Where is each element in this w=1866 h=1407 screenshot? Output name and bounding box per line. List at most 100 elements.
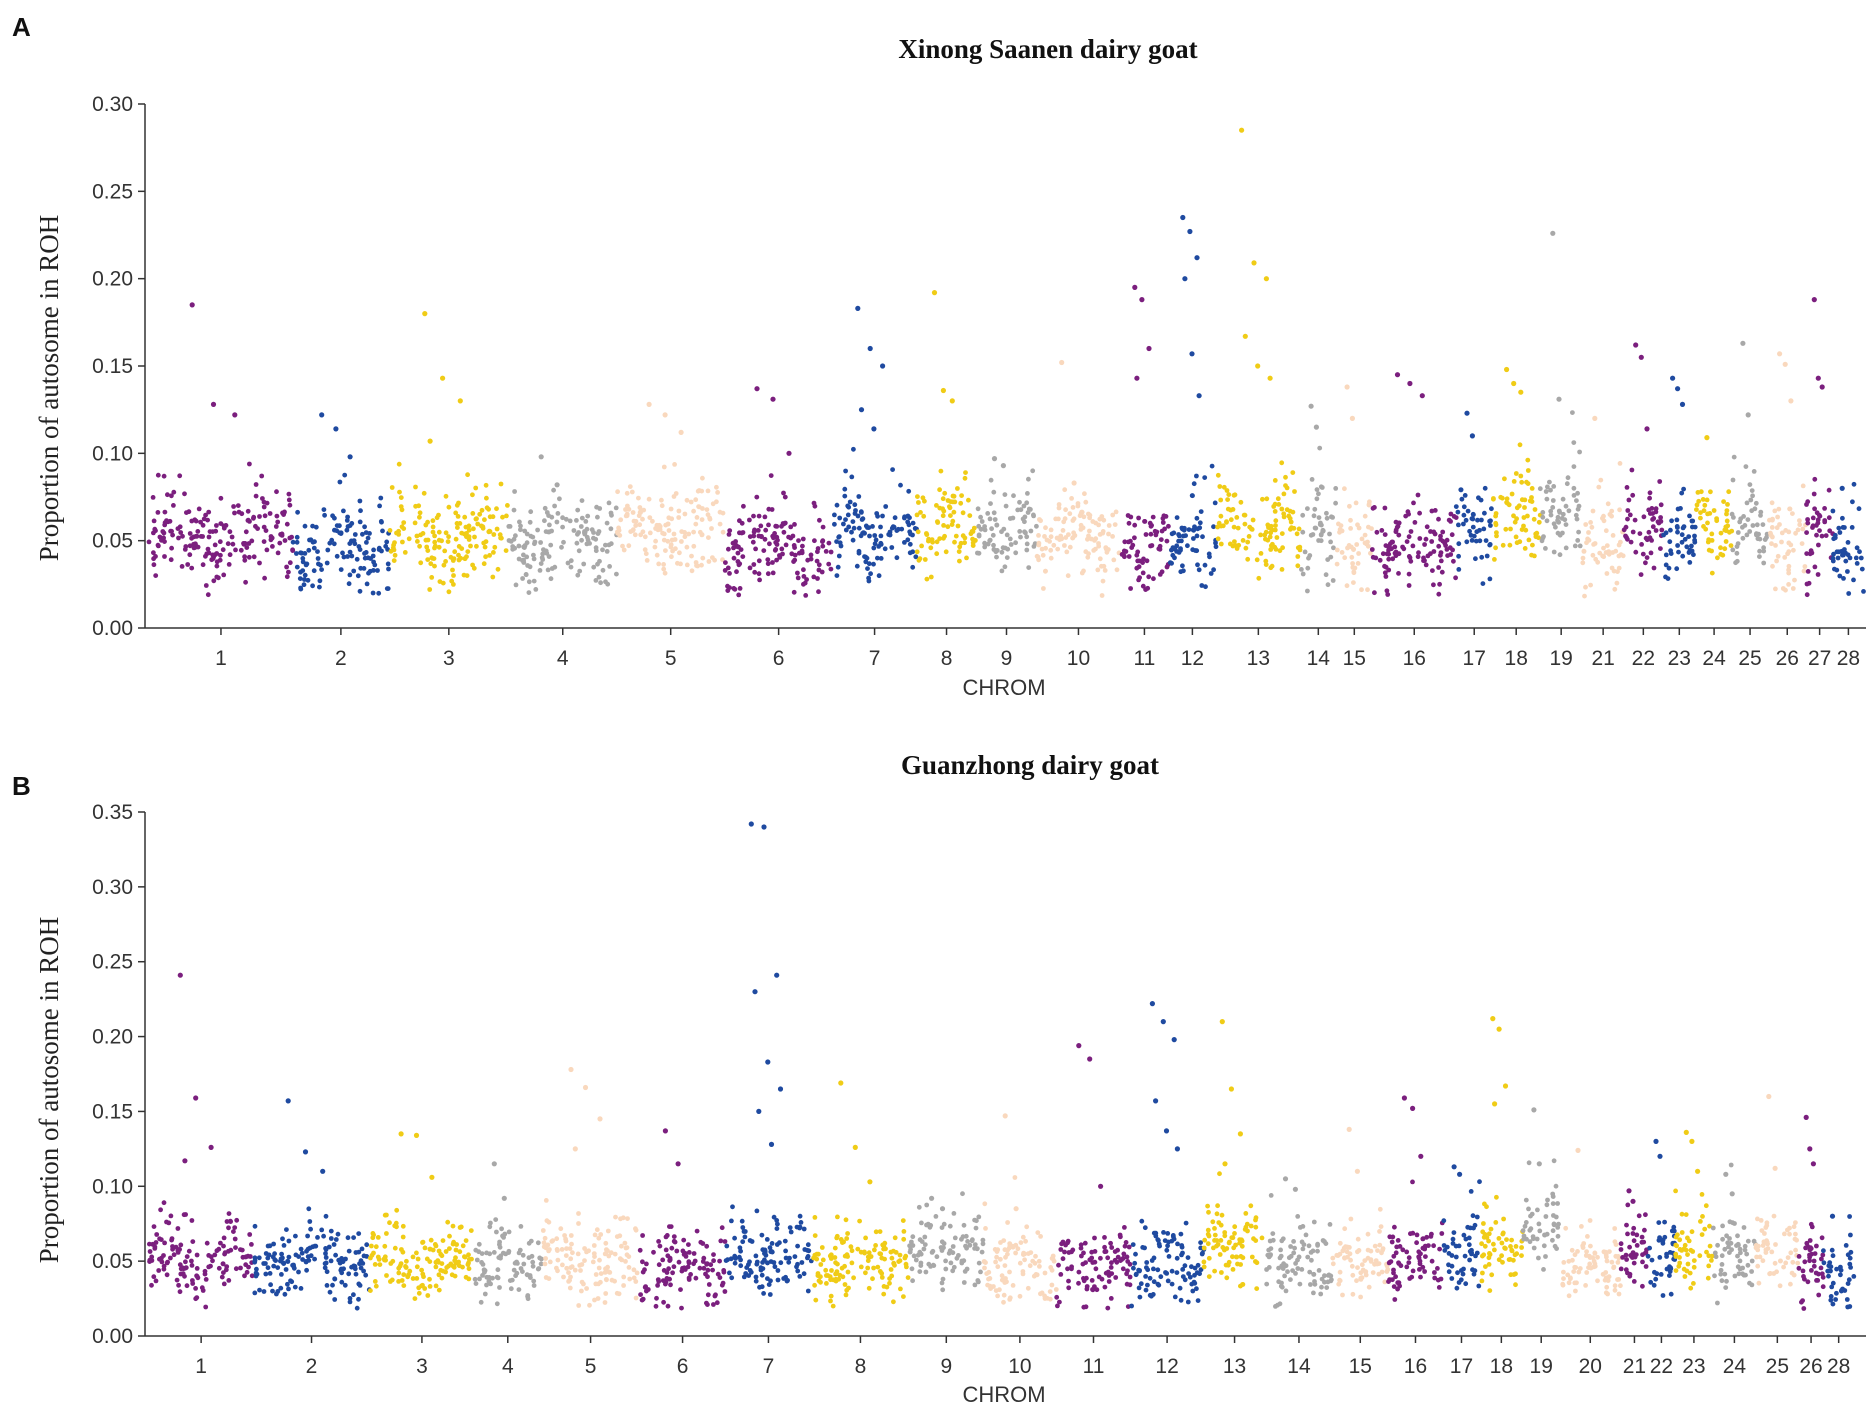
data-point: [614, 571, 619, 577]
data-point: [1062, 543, 1067, 548]
data-point: [219, 1274, 225, 1280]
data-point: [497, 1285, 502, 1290]
data-point: [1149, 1258, 1155, 1263]
data-point: [919, 1220, 924, 1226]
data-point: [474, 1257, 480, 1263]
data-point: [479, 507, 485, 513]
data-point: [834, 1233, 840, 1239]
data-point-peak: [1457, 1171, 1463, 1177]
data-point: [455, 514, 461, 519]
data-point: [741, 1229, 747, 1234]
data-point: [1022, 1257, 1027, 1263]
data-point: [751, 529, 757, 535]
data-point: [191, 541, 197, 547]
data-point: [483, 554, 488, 560]
data-point: [902, 1255, 908, 1261]
data-point: [1259, 1235, 1265, 1241]
data-point: [234, 1217, 240, 1223]
data-point: [1241, 512, 1247, 518]
data-point: [1691, 1281, 1696, 1286]
data-point: [659, 503, 665, 509]
data-point: [1487, 1288, 1493, 1293]
data-point: [693, 497, 699, 503]
data-point: [1132, 522, 1138, 528]
data-point: [1134, 565, 1140, 571]
data-point: [951, 509, 957, 515]
data-point: [1043, 545, 1048, 551]
data-point: [509, 1277, 515, 1283]
data-point: [1508, 1272, 1514, 1278]
data-point: [1588, 582, 1593, 588]
data-point: [1066, 1285, 1072, 1291]
data-point: [569, 1241, 574, 1247]
data-point: [221, 1243, 226, 1249]
data-point: [1172, 1294, 1178, 1300]
data-point: [1408, 558, 1414, 564]
data-point: [1480, 1229, 1486, 1235]
data-point: [1489, 506, 1494, 512]
data-point: [1792, 577, 1797, 583]
data-point-peak: [770, 396, 776, 402]
data-point: [1684, 1268, 1690, 1274]
data-point: [1600, 515, 1605, 521]
data-point: [432, 563, 437, 569]
data-point: [508, 1286, 514, 1292]
data-point-peak: [1394, 372, 1401, 378]
data-point: [364, 540, 369, 545]
data-point: [1658, 502, 1664, 508]
data-point: [1501, 1216, 1506, 1222]
data-point: [1616, 565, 1622, 571]
data-point: [900, 1218, 906, 1223]
data-point: [1042, 1270, 1048, 1276]
x-tick-label: 10: [1067, 647, 1090, 670]
data-point: [311, 568, 317, 574]
data-point: [1625, 516, 1630, 522]
data-point: [1826, 515, 1832, 521]
data-point: [751, 513, 756, 519]
data-point: [1322, 1279, 1327, 1285]
data-point: [1724, 1278, 1729, 1284]
data-point: [889, 1273, 895, 1279]
x-tick-label: 11: [1134, 647, 1156, 670]
data-point: [728, 1256, 734, 1262]
data-point: [576, 548, 582, 554]
data-point: [1735, 530, 1741, 535]
data-point: [357, 547, 363, 552]
data-point: [987, 537, 993, 543]
data-point: [471, 565, 477, 571]
data-point: [753, 1278, 759, 1284]
data-point: [1574, 1280, 1579, 1286]
y-tick-label: 0.30: [92, 93, 133, 116]
data-point: [1696, 498, 1702, 504]
x-tick-label: 27: [1808, 647, 1831, 670]
data-point: [457, 1225, 463, 1230]
data-point: [849, 529, 854, 535]
data-point: [436, 529, 442, 535]
data-point: [1115, 1254, 1121, 1260]
data-point: [306, 547, 312, 553]
data-point: [1702, 1226, 1708, 1232]
data-point: [1316, 491, 1321, 497]
data-point: [1164, 1247, 1170, 1253]
data-point: [463, 1274, 469, 1280]
data-point: [1396, 520, 1402, 526]
data-point: [231, 1229, 236, 1234]
data-point: [1354, 542, 1360, 547]
data-point: [439, 1261, 445, 1266]
data-point: [1460, 1271, 1466, 1277]
data-point: [288, 1278, 293, 1284]
data-point: [1455, 1270, 1460, 1276]
data-point: [1314, 487, 1320, 492]
data-point: [522, 528, 528, 534]
data-point: [232, 1225, 238, 1230]
data-point: [1669, 1228, 1675, 1234]
panel-b-title: Guanzhong dairy goat: [901, 750, 1159, 780]
data-point: [563, 1238, 569, 1244]
data-point: [151, 518, 157, 524]
data-point: [563, 1253, 569, 1258]
data-point: [1710, 1225, 1716, 1231]
data-point: [761, 548, 767, 553]
x-tick-label: 10: [1008, 1355, 1031, 1378]
data-point: [1685, 1261, 1691, 1267]
data-point: [1700, 497, 1706, 502]
